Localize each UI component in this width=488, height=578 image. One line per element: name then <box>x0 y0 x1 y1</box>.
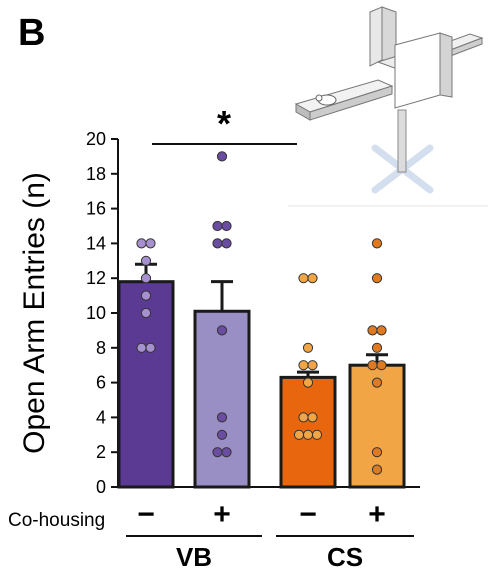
y-tick-label: 16 <box>86 199 106 219</box>
data-point-cs-plus <box>367 325 378 336</box>
y-tick-label: 6 <box>96 373 106 393</box>
data-point-cs-plus <box>371 273 383 284</box>
data-point-cs-minus <box>302 377 314 388</box>
data-point-vb-minus <box>136 342 147 353</box>
data-point-cs-minus <box>298 360 309 371</box>
data-point-cs-minus <box>298 273 309 284</box>
y-tick-label: 2 <box>96 442 106 462</box>
y-tick-label: 8 <box>96 338 106 358</box>
y-tick-label: 4 <box>96 407 106 427</box>
cohousing-signs: − + − + <box>137 498 386 531</box>
data-point-vb-minus <box>140 290 152 301</box>
data-point-cs-minus <box>311 429 323 440</box>
data-point-vb-plus <box>212 220 223 232</box>
error-bars <box>135 262 388 378</box>
data-point-vb-minus <box>145 342 156 353</box>
data-point-vb-plus <box>221 238 232 249</box>
cohousing-sign-vb-minus: − <box>137 498 155 531</box>
y-tick-label: 12 <box>86 268 106 288</box>
data-point-cs-plus <box>371 342 383 353</box>
data-point-vb-plus <box>221 447 232 458</box>
data-point-cs-plus <box>376 360 387 371</box>
data-point-cs-minus <box>293 429 305 440</box>
y-tick-label: 10 <box>86 303 106 323</box>
cohousing-label: Co-housing <box>8 510 105 531</box>
y-tick-label: 18 <box>86 164 106 184</box>
data-point-vb-minus <box>140 307 152 319</box>
y-tick-label: 0 <box>96 477 106 497</box>
elevated-plus-maze-illustration <box>288 6 488 207</box>
data-point-cs-minus <box>307 412 318 423</box>
data-point-cs-minus <box>302 429 314 440</box>
data-point-vb-minus <box>140 255 152 266</box>
data-point-cs-plus <box>376 325 387 336</box>
data-point-vb-plus <box>216 325 228 336</box>
bar-vb-plus <box>193 309 251 489</box>
data-point-cs-minus <box>302 342 314 353</box>
y-tick-label: 14 <box>86 233 106 253</box>
data-point-cs-plus <box>367 360 378 371</box>
cohousing-sign-vb-plus: + <box>213 498 231 531</box>
group-label-cs: CS <box>327 542 363 572</box>
bars <box>117 280 406 489</box>
data-point-vb-plus <box>212 447 223 458</box>
data-point-cs-minus <box>298 412 309 423</box>
y-axis-label: Open Arm Entries (n) <box>18 172 51 454</box>
data-point-vb-plus <box>216 412 228 423</box>
data-point-cs-minus <box>307 273 318 284</box>
group-label-vb: VB <box>176 542 212 572</box>
significance-asterisk: * <box>217 103 231 144</box>
data-point-cs-plus <box>371 377 383 388</box>
data-point-cs-plus <box>371 447 383 458</box>
data-point-vb-plus <box>212 238 223 249</box>
data-point-vb-minus <box>145 238 156 249</box>
cohousing-sign-cs-minus: − <box>299 498 317 531</box>
data-point-cs-plus <box>371 238 383 249</box>
data-point-vb-plus <box>216 151 228 162</box>
y-ticks: 0 2 4 6 8 10 12 14 16 18 20 <box>86 129 118 497</box>
cohousing-sign-cs-plus: + <box>368 498 386 531</box>
panel-label: B <box>18 12 45 54</box>
data-point-cs-minus <box>307 360 318 371</box>
data-point-vb-plus <box>221 220 232 232</box>
data-points <box>136 151 387 475</box>
data-point-vb-plus <box>216 429 228 440</box>
data-point-vb-minus <box>136 238 147 249</box>
data-point-vb-minus <box>140 273 152 284</box>
data-point-cs-plus <box>371 464 383 475</box>
y-tick-label: 20 <box>86 129 106 149</box>
